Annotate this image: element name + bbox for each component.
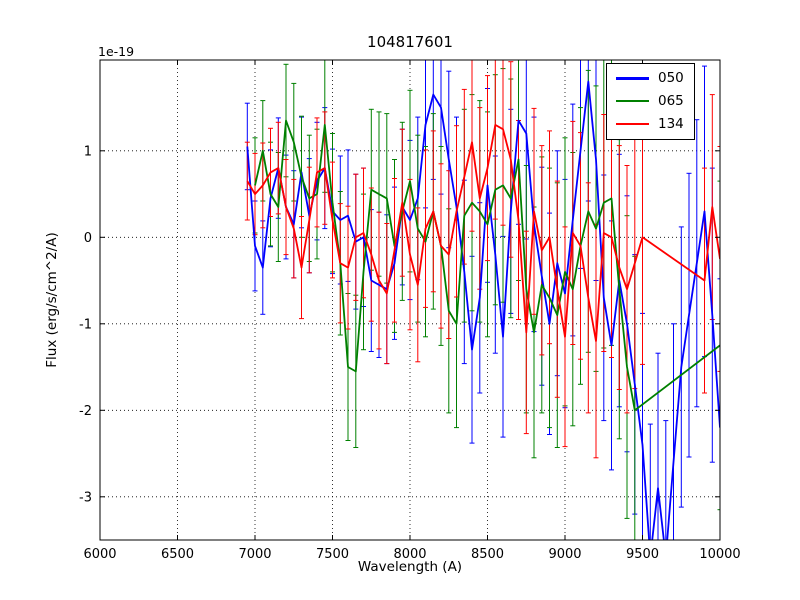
svg-text:9000: 9000	[548, 547, 581, 562]
svg-text:-3: -3	[79, 490, 92, 505]
legend-label: 065	[658, 92, 684, 109]
svg-text:10000: 10000	[699, 547, 740, 562]
svg-text:6000: 6000	[83, 547, 116, 562]
legend-item-134: 134	[616, 115, 684, 132]
legend-line-sample-icon	[616, 77, 649, 80]
svg-text:-2: -2	[79, 404, 92, 419]
y-axis-label: Flux (erg/s/cm^2/A)	[44, 232, 60, 368]
legend-item-050: 050	[616, 71, 684, 86]
svg-text:7000: 7000	[238, 547, 271, 562]
svg-text:7500: 7500	[316, 547, 349, 562]
svg-text:6500: 6500	[161, 547, 194, 562]
legend-line-sample-icon	[616, 122, 649, 126]
svg-text:-1: -1	[79, 317, 92, 332]
legend: 050 065 134	[606, 63, 695, 140]
svg-text:1: 1	[84, 144, 92, 159]
svg-text:8000: 8000	[393, 547, 426, 562]
svg-text:9500: 9500	[626, 547, 659, 562]
x-axis-label: Wavelength (A)	[357, 559, 463, 575]
legend-item-065: 065	[616, 92, 684, 109]
svg-text:0: 0	[84, 231, 92, 246]
chart-title: 104817601	[367, 33, 453, 51]
y-axis-offset-text: 1e-19	[98, 44, 135, 59]
legend-line-sample-icon	[616, 100, 649, 103]
legend-label: 134	[658, 115, 684, 132]
svg-text:8500: 8500	[471, 547, 504, 562]
legend-label: 050	[658, 70, 684, 86]
